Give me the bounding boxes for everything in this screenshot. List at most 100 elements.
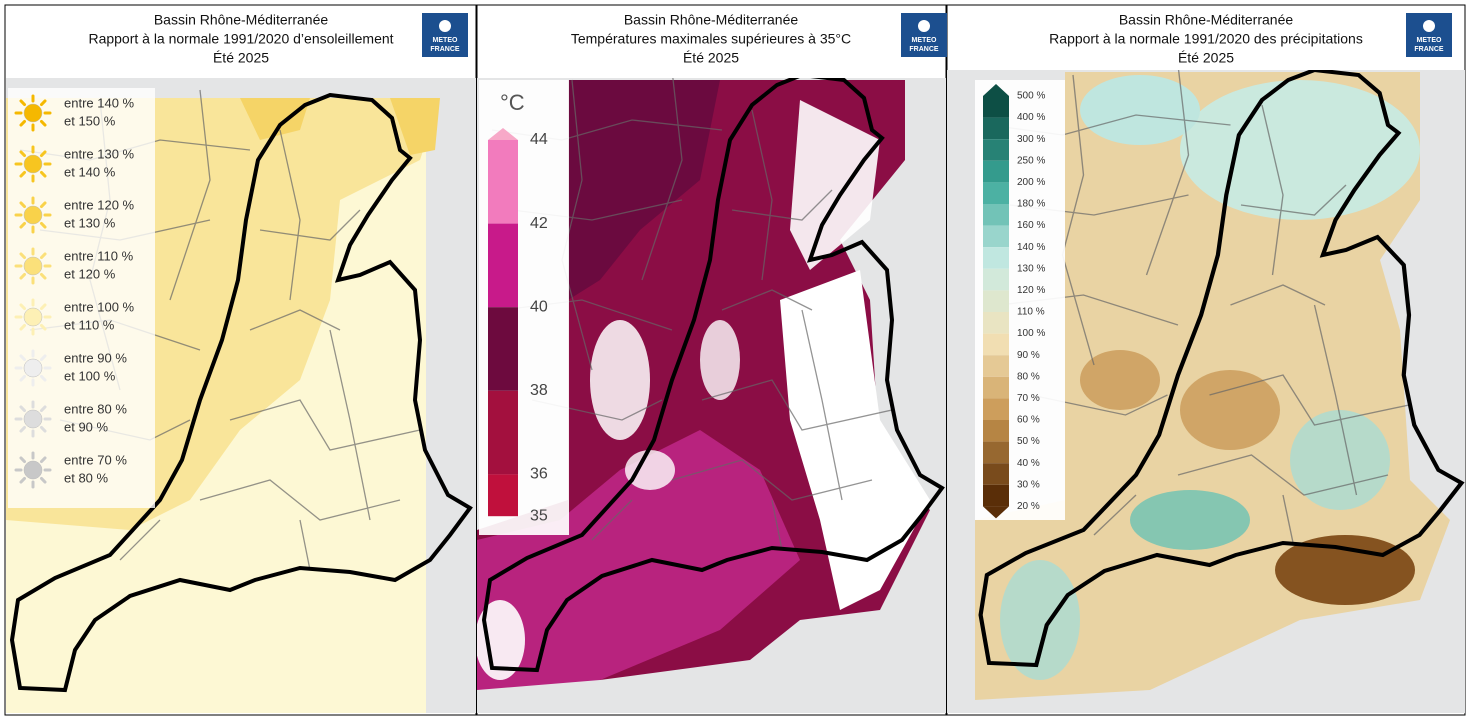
legend-label: et 80 %: [64, 470, 109, 485]
legend-swatch: [983, 247, 1009, 269]
legend-swatch: [983, 420, 1009, 442]
legend-label: 38: [530, 382, 548, 399]
legend-swatch: [983, 484, 1009, 507]
legend-label: 30 %: [1017, 479, 1040, 490]
legend-swatch: [983, 355, 1009, 377]
sun-icon: [23, 154, 43, 174]
logo-mark: [439, 20, 451, 32]
legend-label: 160 %: [1017, 220, 1045, 231]
sun-ray: [39, 272, 47, 280]
panel-title: Bassin Rhône-Méditerranée: [154, 12, 329, 28]
legend-label: entre 70 %: [64, 452, 127, 467]
legend-label: 44: [530, 131, 548, 148]
sun-icon: [23, 307, 43, 327]
legend-swatch: [983, 290, 1009, 312]
panel-title: Rapport à la normale 1991/2020 d’ensolei…: [88, 31, 393, 47]
panel-title: Rapport à la normale 1991/2020 des préci…: [1049, 31, 1363, 47]
legend-arrow: [983, 84, 1009, 96]
logo-text: METEO: [1417, 37, 1442, 44]
legend-swatch: [983, 463, 1009, 485]
sun-ray: [19, 170, 27, 178]
legend-label: 110 %: [1017, 307, 1045, 318]
sun-icon: [23, 409, 43, 429]
sun-ray: [19, 354, 27, 362]
legend-label: 130 %: [1017, 263, 1045, 274]
sun-ray: [39, 252, 47, 260]
logo-text: FRANCE: [1414, 46, 1443, 53]
legend-label: 300 %: [1017, 134, 1045, 145]
sun-icon: [23, 358, 43, 378]
legend-swatch: [983, 96, 1009, 118]
legend-swatch: [983, 312, 1009, 334]
sun-ray: [39, 119, 47, 127]
sun-ray: [19, 201, 27, 209]
sun-ray: [39, 170, 47, 178]
legend-label: 70 %: [1017, 393, 1040, 404]
panel-title: Été 2025: [683, 50, 739, 66]
legend-swatch: [983, 441, 1009, 464]
legend-label: 400 %: [1017, 112, 1045, 123]
sun-ray: [19, 405, 27, 413]
sun-ray: [19, 150, 27, 158]
map: [6, 78, 476, 713]
map: [947, 70, 1465, 713]
legend-swatch: [983, 160, 1009, 183]
legend-swatch: [488, 223, 518, 308]
legend-label: entre 140 %: [64, 95, 135, 110]
panel-title: Été 2025: [213, 50, 269, 66]
legend-label: 20 %: [1017, 501, 1040, 512]
sun-ray: [19, 272, 27, 280]
legend-swatch: [488, 307, 518, 391]
logo-text: FRANCE: [909, 46, 938, 53]
legend-swatch: [983, 398, 1009, 420]
legend-label: et 120 %: [64, 266, 116, 281]
legend-label: 140 %: [1017, 242, 1045, 253]
legend-label: 36: [530, 466, 548, 483]
sun-ray: [19, 119, 27, 127]
legend-label: entre 100 %: [64, 299, 135, 314]
legend-label: 40: [530, 298, 548, 315]
legend-label: et 150 %: [64, 113, 116, 128]
legend-label: 200 %: [1017, 177, 1045, 188]
legend-label: 50 %: [1017, 436, 1040, 447]
logo-mark: [918, 20, 930, 32]
panel-title: Été 2025: [1178, 50, 1234, 66]
legend-label: entre 90 %: [64, 350, 127, 365]
legend-swatch: [983, 376, 1009, 399]
legend-label: 42: [530, 215, 548, 232]
panel-title: Bassin Rhône-Méditerranée: [1119, 12, 1294, 28]
legend-swatch: [488, 474, 518, 517]
sun-ray: [19, 476, 27, 484]
legend-label: entre 130 %: [64, 146, 135, 161]
sun-icon: [23, 103, 43, 123]
legend-swatch: [983, 182, 1009, 204]
legend-label: 35: [530, 507, 548, 524]
legend-swatch: [983, 139, 1009, 161]
sun-ray: [19, 425, 27, 433]
legend-label: et 100 %: [64, 368, 116, 383]
legend-unit: °C: [500, 90, 525, 115]
sun-ray: [39, 425, 47, 433]
legend-label: 180 %: [1017, 199, 1045, 210]
legend-label: et 110 %: [64, 317, 115, 332]
legend-label: et 90 %: [64, 419, 109, 434]
legend-swatch: [983, 225, 1009, 248]
sun-ray: [39, 303, 47, 311]
sun-ray: [19, 221, 27, 229]
sun-ray: [19, 374, 27, 382]
legend-swatch: [488, 390, 518, 475]
map: [477, 78, 946, 713]
sun-icon: [23, 256, 43, 276]
sun-ray: [39, 150, 47, 158]
sun-ray: [39, 476, 47, 484]
sun-ray: [19, 252, 27, 260]
legend-label: et 130 %: [64, 215, 116, 230]
sun-ray: [39, 323, 47, 331]
sun-ray: [39, 221, 47, 229]
legend-label: entre 110 %: [64, 248, 134, 263]
legend-swatch: [983, 333, 1009, 356]
panel-title: Bassin Rhône-Méditerranée: [624, 12, 799, 28]
legend-label: entre 120 %: [64, 197, 135, 212]
panel-title: Températures maximales supérieures à 35°…: [571, 31, 851, 47]
